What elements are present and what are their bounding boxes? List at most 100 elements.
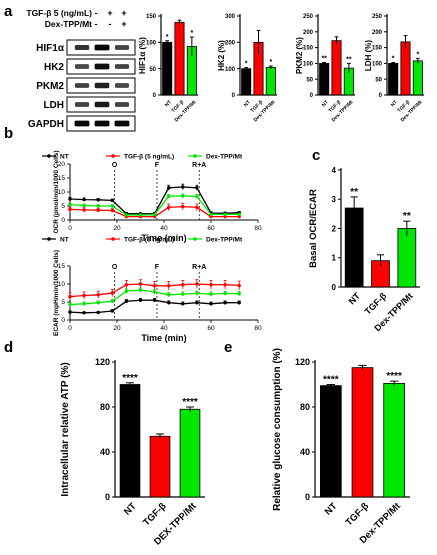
data-point (68, 202, 72, 207)
y-axis-label: HIF1α (%) (138, 37, 147, 74)
data-point (68, 294, 72, 299)
y-tick-label: 15 (58, 263, 66, 270)
significance-label: * (190, 30, 193, 37)
bar (319, 63, 330, 96)
y-tick-label: 4 (332, 166, 337, 175)
x-axis-label: Time (min) (141, 233, 186, 243)
injection-label: R+A (192, 162, 206, 169)
blot-band (114, 83, 130, 88)
legend-marker (193, 154, 197, 158)
data-point (167, 194, 171, 198)
x-tick-label: 40 (160, 325, 168, 332)
data-point (96, 301, 100, 305)
y-tick-label: 150 (146, 14, 157, 20)
y-axis-label: LDH (%) (364, 40, 373, 71)
y-tick-label: 120 (95, 357, 110, 367)
significance-label: **** (323, 375, 339, 386)
legend-marker (47, 154, 51, 158)
treatment-sign: + (107, 8, 112, 18)
y-tick-label: 0 (332, 283, 337, 292)
treatment-label: Dex-TPP/Mt (45, 19, 92, 29)
bar (241, 68, 252, 96)
panel-label-d: d (4, 339, 13, 356)
panel-label-a: a (4, 3, 13, 20)
x-tick-label: 20 (113, 225, 121, 232)
y-tick-label: 0 (232, 93, 236, 99)
bar (319, 385, 342, 498)
significance-label: * (245, 61, 248, 68)
data-point (152, 212, 157, 217)
band-label: PKM2 (36, 81, 64, 92)
treatment-label: TGF-β 5 (ng/mL) (26, 8, 92, 18)
y-tick-label: 20 (58, 161, 66, 168)
y-tick-label: 10 (58, 281, 66, 288)
data-point (237, 283, 241, 288)
data-point (223, 301, 227, 305)
injection-label: F (155, 162, 160, 169)
legend-label: TGF-β (5 ng/mL) (124, 237, 174, 244)
band-label: HIF1α (36, 43, 65, 54)
data-point (195, 205, 199, 210)
bar (383, 382, 406, 498)
ecar-line-chart: NT TGF-β (5 ng/mL) Dex-TPP/Mt 0 5 10 15 0 20 40 60… (42, 237, 262, 343)
data-point (167, 205, 171, 210)
y-axis-label: Basal OCR/ECAR (308, 189, 319, 268)
significance-label: **** (182, 397, 198, 408)
data-point (195, 282, 199, 286)
data-point (96, 198, 100, 202)
y-axis-label: ECAR (mpH/min/1000 Cells) (53, 250, 60, 336)
y-tick-label: 150 (372, 46, 383, 52)
y-axis-label: Relative glucose consumption (%) (272, 348, 283, 511)
bar (344, 207, 364, 288)
y-tick-label: 0 (153, 93, 157, 99)
data-point (195, 194, 199, 199)
legend-label: Dex-TPP/Mt (206, 154, 243, 161)
data-point (152, 290, 157, 294)
x-axis-label: Time (min) (141, 333, 186, 343)
blot-band (94, 63, 110, 70)
blot-band (94, 120, 110, 127)
data-point (237, 292, 241, 296)
category-label: NT (164, 99, 173, 108)
significance-label: ** (346, 56, 352, 63)
bar (388, 63, 399, 96)
band-label: GAPDH (28, 119, 64, 130)
legend-label: NT (60, 237, 69, 244)
data-point (209, 292, 213, 296)
y-tick-label: 100 (146, 40, 157, 46)
treatment-sign: + (121, 19, 126, 29)
data-point (181, 185, 185, 189)
significance-label: **** (122, 373, 138, 384)
significance-label: ** (350, 187, 358, 198)
y-tick-label: 50 (149, 67, 156, 73)
data-point (138, 288, 143, 292)
data-point (181, 194, 185, 198)
data-point (195, 301, 199, 305)
data-point (68, 310, 72, 314)
blot-band (74, 120, 90, 127)
y-tick-label: 0 (61, 317, 65, 324)
legend-label: TGF-β (5 ng/mL) (124, 154, 174, 161)
panel-label-c: c (312, 147, 320, 164)
injection-label: O (112, 264, 118, 271)
legend-marker (111, 237, 115, 241)
y-axis-label: HK2 (%) (217, 40, 226, 71)
ocr-line-chart: NT TGF-β (5 ng/mL) Dex-TPP/Mt 0 5 10 15 20 0 20 40… (42, 150, 262, 243)
injection-label: R+A (192, 264, 206, 271)
x-tick-label: 80 (254, 225, 262, 232)
data-point (82, 302, 86, 306)
significance-label: ** (403, 211, 411, 222)
category-label: NT (321, 99, 330, 108)
y-tick-label: 80 (300, 402, 310, 412)
bar (397, 228, 417, 288)
bar (162, 41, 173, 96)
panel-label-b: b (4, 125, 13, 142)
y-tick-label: 200 (372, 30, 383, 36)
y-tick-label: 120 (295, 357, 310, 367)
bar (351, 367, 374, 498)
data-point (223, 212, 227, 217)
significance-label: * (416, 51, 419, 58)
